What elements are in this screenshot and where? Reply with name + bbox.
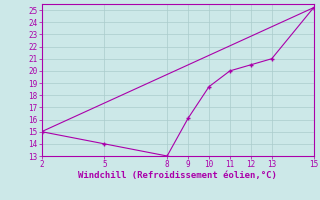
X-axis label: Windchill (Refroidissement éolien,°C): Windchill (Refroidissement éolien,°C): [78, 171, 277, 180]
